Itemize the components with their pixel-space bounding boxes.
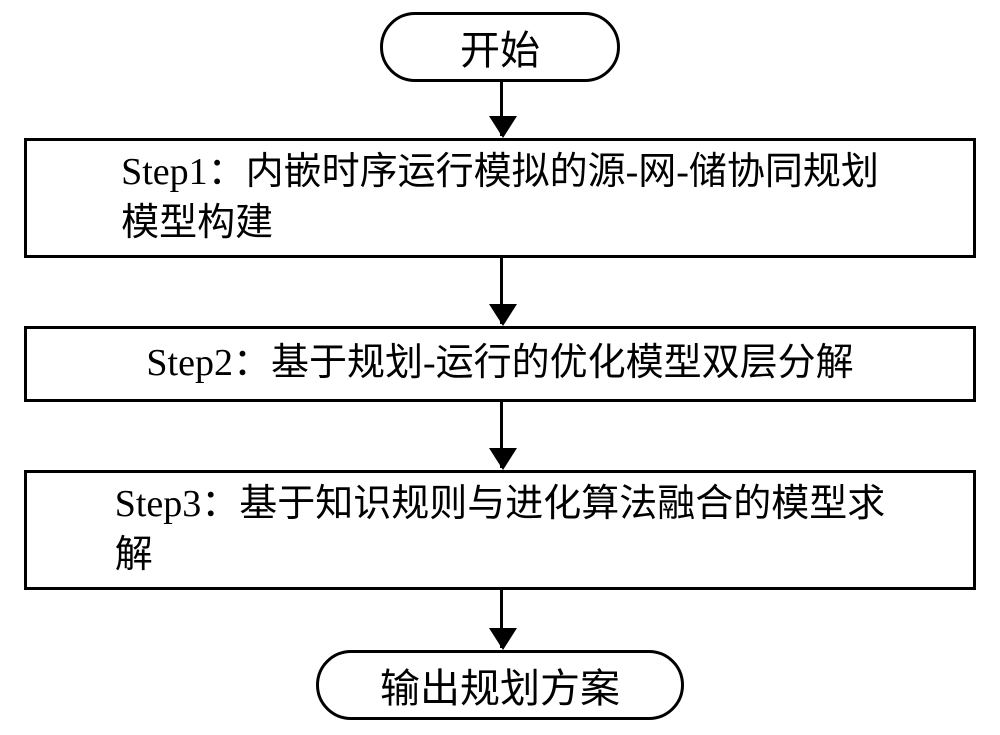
arrow-step1-step2 (500, 258, 503, 324)
arrow-step2-step3 (500, 402, 503, 468)
end-label: 输出规划方案 (380, 656, 620, 714)
step3-node: Step3：基于知识规则与进化算法融合的模型求 解 (24, 470, 976, 590)
end-node: 输出规划方案 (316, 650, 684, 720)
arrow-start-step1 (500, 82, 503, 136)
start-node: 开始 (380, 12, 620, 82)
step2-node: Step2：基于规划-运行的优化模型双层分解 (24, 326, 976, 402)
step1-label: Step1：内嵌时序运行模拟的源-网-储协同规划 模型构建 (121, 147, 879, 250)
flowchart-canvas: 开始 Step1：内嵌时序运行模拟的源-网-储协同规划 模型构建 Step2：基… (0, 0, 1000, 735)
step1-node: Step1：内嵌时序运行模拟的源-网-储协同规划 模型构建 (24, 138, 976, 258)
start-label: 开始 (460, 18, 540, 76)
arrow-step3-end (500, 590, 503, 648)
step3-label: Step3：基于知识规则与进化算法融合的模型求 解 (115, 479, 886, 582)
step2-label: Step2：基于规划-运行的优化模型双层分解 (146, 338, 853, 389)
